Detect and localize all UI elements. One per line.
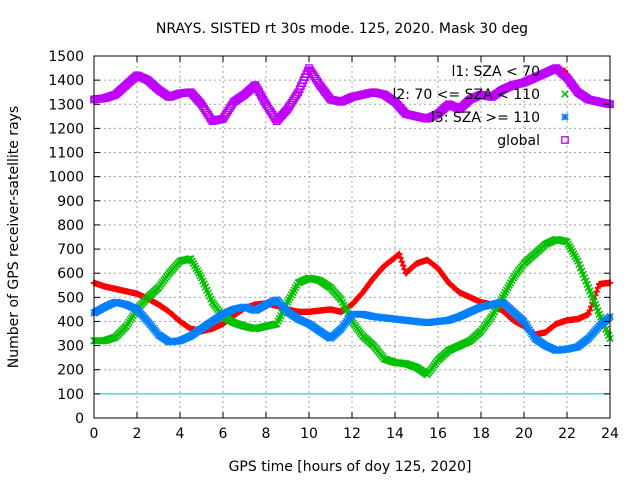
- y-tick-label: 400: [57, 314, 84, 330]
- legend-label: l1: SZA < 70: [452, 64, 540, 80]
- legend-label: l2: 70 <= SZA < 110: [392, 87, 540, 103]
- y-tick-label: 1400: [48, 73, 84, 89]
- y-tick-label: 1300: [48, 97, 84, 113]
- y-tick-label: 1100: [48, 146, 84, 162]
- chart-title: NRAYS. SISTED rt 30s mode. 125, 2020. Ma…: [156, 21, 528, 37]
- legend-label: global: [497, 133, 540, 149]
- legend-swatch: [561, 90, 569, 98]
- x-tick-label: 4: [176, 426, 185, 442]
- data-point: [561, 136, 569, 144]
- legend: l1: SZA < 70 l2: 70 <= SZA < 110 l3: SZA >…: [392, 64, 569, 149]
- data-point: [561, 113, 569, 121]
- y-axis-label: Number of GPS receiver-satellite rays: [6, 106, 22, 368]
- x-axis-ticks: 0 2 4 6 8 10 12 14 16 18 20 22 24: [90, 56, 619, 442]
- x-tick-label: 12: [343, 426, 361, 442]
- x-tick-label: 8: [262, 426, 271, 442]
- data-point: [594, 284, 602, 292]
- x-tick-label: 16: [429, 426, 447, 442]
- legend-label: l3: SZA >= 110: [431, 110, 540, 126]
- y-tick-label: 0: [75, 411, 84, 427]
- x-tick-label: 0: [90, 426, 99, 442]
- series-l3-sza-110: [90, 295, 614, 355]
- x-tick-label: 20: [515, 426, 533, 442]
- y-tick-label: 300: [57, 339, 84, 355]
- series-group: [90, 64, 614, 379]
- y-tick-label: 800: [57, 218, 84, 234]
- data-point: [396, 250, 403, 258]
- y-tick-label: 1500: [48, 49, 84, 65]
- y-tick-label: 700: [57, 242, 84, 258]
- data-point: [586, 307, 594, 314]
- x-axis-label: GPS time [hours of doy 125, 2020]: [229, 459, 472, 475]
- y-tick-label: 1200: [48, 121, 84, 137]
- x-tick-label: 14: [386, 426, 404, 442]
- x-tick-label: 2: [133, 426, 142, 442]
- data-point: [398, 258, 406, 265]
- x-tick-label: 24: [601, 426, 619, 442]
- y-tick-label: 500: [57, 290, 84, 306]
- data-point: [561, 67, 569, 75]
- legend-swatch: [561, 113, 569, 121]
- x-tick-label: 18: [472, 426, 490, 442]
- series-global: [90, 64, 614, 126]
- y-axis-ticks: 0 100 200 300 400 500 600 700 800 900 1000 1100 1200…: [48, 49, 610, 427]
- x-tick-label: 22: [558, 426, 576, 442]
- data-point: [399, 262, 407, 269]
- y-tick-label: 600: [57, 266, 84, 282]
- legend-swatch: [561, 67, 569, 75]
- y-tick-label: 200: [57, 363, 84, 379]
- x-tick-label: 10: [300, 426, 318, 442]
- y-tick-label: 100: [57, 387, 84, 403]
- data-point: [585, 311, 592, 318]
- x-tick-label: 6: [219, 426, 228, 442]
- y-tick-label: 900: [57, 194, 84, 210]
- data-point: [397, 254, 404, 261]
- data-point: [561, 90, 569, 98]
- y-tick-label: 1000: [48, 170, 84, 186]
- legend-swatch: [561, 136, 569, 144]
